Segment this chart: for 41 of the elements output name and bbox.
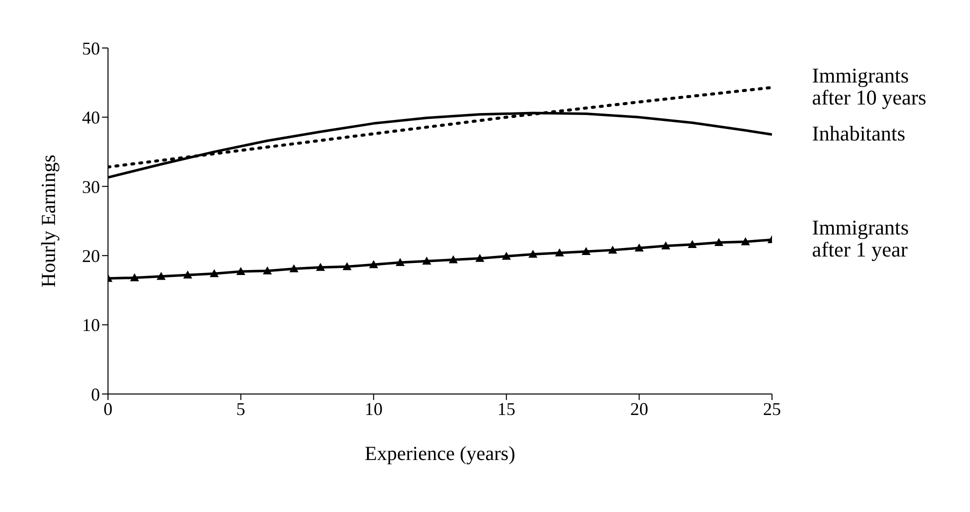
point — [528, 250, 538, 258]
series-label: Immigrants after 1 year — [812, 216, 909, 262]
point — [634, 243, 644, 252]
y-tick-label: 50 — [82, 38, 100, 58]
series-label: Immigrants after 10 years — [812, 63, 926, 110]
point — [688, 240, 697, 248]
point — [714, 238, 724, 246]
y-tick-label: 10 — [82, 315, 100, 336]
y-tick-label: 30 — [82, 176, 100, 197]
point — [448, 255, 458, 264]
point — [396, 258, 405, 266]
y-tick-label: 40 — [82, 108, 100, 128]
x-tick-label: 20 — [630, 398, 648, 419]
x-tick-label: 10 — [364, 398, 383, 419]
point — [342, 262, 352, 270]
series-label: Inhabitants — [812, 122, 906, 146]
x-tick-label: 15 — [497, 398, 516, 419]
point — [740, 237, 750, 246]
point — [262, 266, 272, 274]
point — [369, 260, 378, 268]
point — [422, 256, 432, 265]
point — [316, 262, 325, 271]
point — [210, 269, 219, 278]
point — [502, 252, 511, 260]
point — [183, 270, 192, 278]
point — [475, 254, 484, 262]
x-axis-title: Experience (years) — [364, 443, 516, 465]
point — [236, 267, 246, 276]
x-tick-label: 5 — [236, 398, 246, 419]
y-axis-title: Hourly Earnings — [38, 154, 60, 288]
point — [289, 264, 298, 272]
y-tick-label: 20 — [82, 246, 100, 266]
point — [555, 248, 564, 256]
point — [156, 272, 166, 280]
x-tick-label: 0 — [104, 398, 112, 419]
point — [608, 246, 618, 254]
point — [661, 241, 670, 250]
x-tick-label: 25 — [763, 398, 781, 419]
y-tick-label: 0 — [91, 384, 100, 404]
point — [130, 273, 140, 282]
point — [582, 246, 591, 255]
